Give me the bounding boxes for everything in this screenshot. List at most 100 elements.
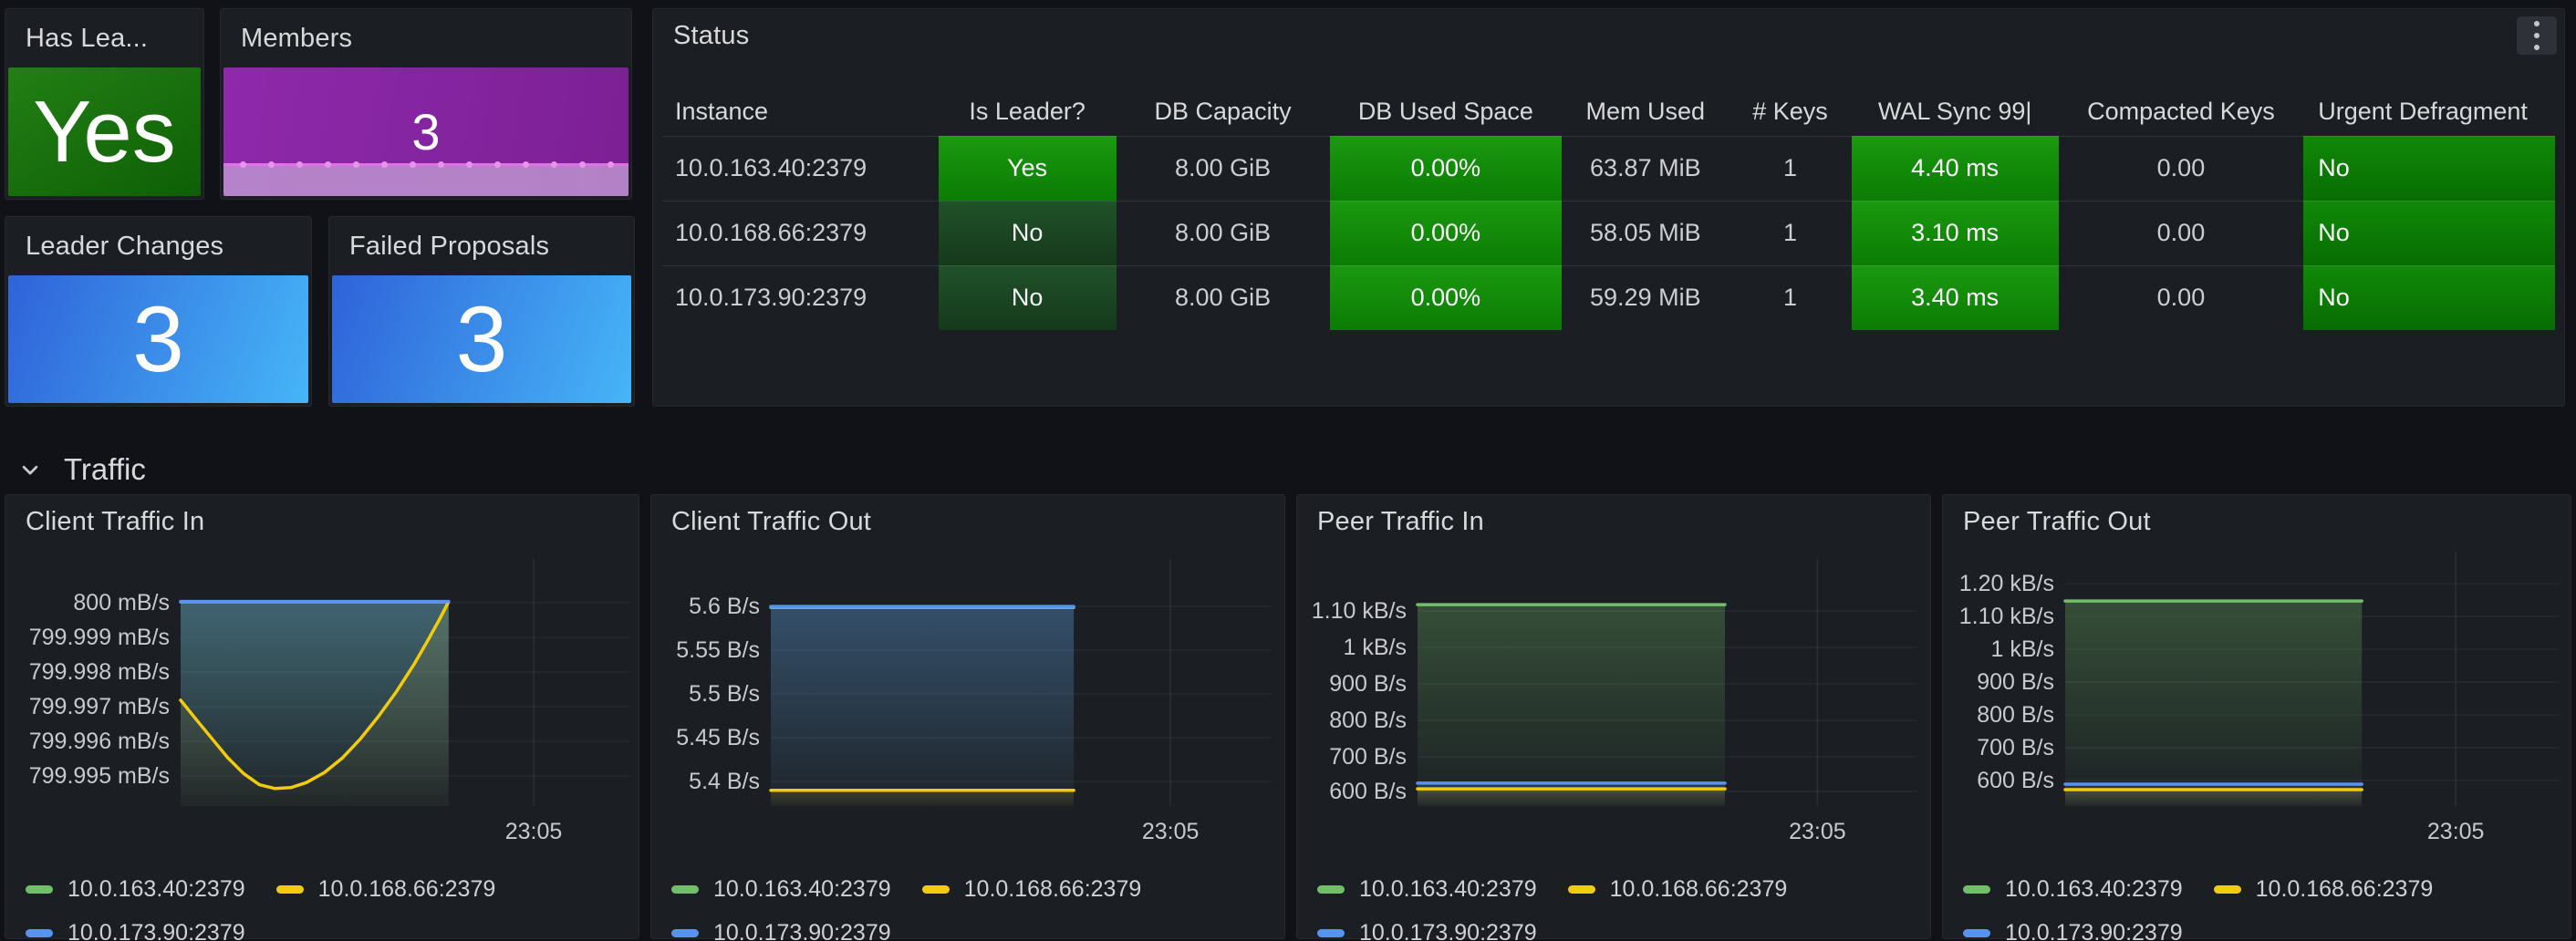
section-title: Traffic <box>64 452 146 486</box>
members-stat: 3 <box>223 67 628 196</box>
panel-title-text: Peer Traffic In <box>1317 506 1484 536</box>
panel-title-has-leader[interactable]: Has Lea... <box>5 9 203 67</box>
status-table-row: 10.0.163.40:2379 Yes 8.00 GiB 0.00% 63.87 Mi… <box>662 136 2556 201</box>
status-cell-instance: 10.0.163.40:2379 <box>675 154 867 181</box>
peer-traffic-out-plot <box>2063 553 2560 806</box>
sparkline-point <box>381 161 388 168</box>
panel-title-peer-traffic-out[interactable]: Peer Traffic Out <box>1943 495 2571 548</box>
legend-item[interactable]: 10.0.168.66:2379 <box>2213 876 2433 903</box>
legend-label: 10.0.163.40:2379 <box>2005 875 2183 902</box>
series-swatch-green <box>671 884 699 894</box>
y-axis-tick-label: 5.55 B/s <box>676 637 760 664</box>
y-axis-tick-label: 5.4 B/s <box>689 768 760 794</box>
legend-item[interactable]: 10.0.173.90:2379 <box>26 920 245 941</box>
status-table-header-row: Instance Is Leader? DB Capacity DB Used Spa… <box>662 87 2555 136</box>
status-col-header-compacted: Compacted Keys <box>2087 97 2275 125</box>
legend-item[interactable]: 10.0.168.66:2379 <box>921 875 1142 903</box>
legend-item[interactable]: 10.0.163.40:2379 <box>1317 876 1537 903</box>
status-cell-compacted: 0.00 <box>2156 284 2206 311</box>
kebab-menu-icon[interactable] <box>2517 16 2557 55</box>
status-table: Instance Is Leader? DB Capacity DB Used Spa… <box>662 87 2556 330</box>
panel-title-client-traffic-in[interactable]: Client Traffic In <box>5 495 639 548</box>
status-cell-keys: 1 <box>1783 284 1798 311</box>
members-value: 3 <box>411 102 441 160</box>
sparkline-point <box>296 161 303 168</box>
chart-legend: 10.0.163.40:2379 10.0.168.66:2379 10.0.1… <box>1317 867 1787 941</box>
status-cell-compacted: 0.00 <box>2156 219 2206 246</box>
status-cell-db_capacity: 8.00 GiB <box>1175 219 1272 246</box>
status-cell-wal_sync: 3.40 ms <box>1851 265 2059 330</box>
legend-item[interactable]: 10.0.168.66:2379 <box>1567 876 1787 903</box>
panel-title-members[interactable]: Members <box>221 9 631 67</box>
failed-proposals-value: 3 <box>455 287 508 391</box>
status-cell-keys: 1 <box>1783 219 1798 246</box>
y-axis-tick-label: 799.995 mB/s <box>28 763 170 790</box>
status-cell-db_used: 0.00% <box>1329 201 1563 265</box>
sparkline-point <box>466 161 473 168</box>
series-swatch-yellow <box>921 884 950 894</box>
legend-label: 10.0.173.90:2379 <box>2005 919 2183 941</box>
sparkline-point <box>353 161 359 168</box>
status-cell-mem_used: 63.87 MiB <box>1590 154 1701 181</box>
legend-label: 10.0.168.66:2379 <box>317 875 496 902</box>
x-axis-tick-label: 23:05 <box>2426 819 2485 844</box>
series-swatch-green <box>1317 884 1345 894</box>
series-swatch-blue <box>671 928 699 937</box>
panel-title-client-traffic-out[interactable]: Client Traffic Out <box>651 495 1284 548</box>
y-axis-tick-label: 5.5 B/s <box>689 681 760 707</box>
legend-item[interactable]: 10.0.163.40:2379 <box>671 876 891 903</box>
sparkline-point <box>268 161 275 168</box>
y-axis-tick-label: 799.997 mB/s <box>28 694 170 720</box>
y-axis-tick-label: 1.10 kB/s <box>1311 597 1407 624</box>
status-cell-db_used: 0.00% <box>1329 136 1563 201</box>
status-cell-db_used: 0.00% <box>1329 265 1563 330</box>
panel-peer-traffic-in: Peer Traffic In 1.10 kB/s 1 kB/s 900 B/s 80… <box>1296 494 1931 941</box>
series-swatch-green <box>1963 884 1990 894</box>
legend-item[interactable]: 10.0.173.90:2379 <box>1963 920 2183 941</box>
legend-item[interactable]: 10.0.173.90:2379 <box>1317 920 1537 941</box>
status-cell-urgent_defrag: No <box>2303 201 2556 265</box>
legend-label: 10.0.173.90:2379 <box>713 919 891 941</box>
legend-label: 10.0.163.40:2379 <box>1359 875 1537 902</box>
status-cell-instance: 10.0.173.90:2379 <box>675 284 867 311</box>
x-axis-tick-label: 23:05 <box>1789 819 1846 844</box>
status-col-header-instance: Instance <box>675 97 769 125</box>
sparkline-point <box>325 161 331 168</box>
status-cell-db_capacity: 8.00 GiB <box>1175 284 1272 311</box>
leader-changes-stat: 3 <box>8 275 308 403</box>
sparkline-point <box>438 161 444 168</box>
panel-has-leader: Has Lea... Yes <box>5 8 204 200</box>
panel-title-text: Peer Traffic Out <box>1963 506 2151 536</box>
y-axis-tick-label: 1.20 kB/s <box>1958 571 2054 597</box>
panel-failed-proposals: Failed Proposals 3 <box>328 216 635 407</box>
legend-item[interactable]: 10.0.163.40:2379 <box>1963 876 2183 903</box>
status-col-header-wal_sync: WAL Sync 99| <box>1877 97 2032 125</box>
y-axis-tick-label: 1 kB/s <box>1343 635 1407 661</box>
section-header-traffic[interactable]: Traffic <box>20 449 146 491</box>
legend-label: 10.0.168.66:2379 <box>963 875 1142 902</box>
y-axis-tick-label: 800 B/s <box>1977 702 2054 729</box>
panel-status: Status Instance Is Leader? DB Capacity DB U… <box>652 8 2565 407</box>
panel-title-peer-traffic-in[interactable]: Peer Traffic In <box>1297 495 1930 548</box>
panel-title-text: Failed Proposals <box>349 231 550 261</box>
series-swatch-blue <box>26 928 53 937</box>
legend-item[interactable]: 10.0.163.40:2379 <box>26 876 245 903</box>
y-axis-tick-label: 600 B/s <box>1977 767 2054 793</box>
chart-legend: 10.0.163.40:2379 10.0.168.66:2379 10.0.1… <box>26 867 495 941</box>
series-swatch-yellow <box>1567 884 1595 894</box>
status-cell-keys: 1 <box>1783 154 1798 181</box>
panel-title-status[interactable]: Status <box>653 9 2564 62</box>
panel-client-traffic-out: Client Traffic Out 5.6 B/s 5.55 B/s 5.5 B/… <box>650 494 1285 941</box>
panel-title-failed-proposals[interactable]: Failed Proposals <box>329 217 634 275</box>
y-axis-tick-label: 799.996 mB/s <box>28 728 170 754</box>
status-cell-instance: 10.0.168.66:2379 <box>675 219 867 246</box>
legend-item[interactable]: 10.0.168.66:2379 <box>275 875 496 903</box>
panel-title-leader-changes[interactable]: Leader Changes <box>5 217 311 275</box>
panel-client-traffic-in: Client Traffic In 800 mB/s 799.999 mB/s 79… <box>5 494 639 941</box>
status-table-row: 10.0.173.90:2379 No 8.00 GiB 0.00% 59.29 MiB… <box>662 265 2556 330</box>
panel-title-text: Client Traffic In <box>26 506 205 536</box>
panel-peer-traffic-out: Peer Traffic Out 1.20 kB/s 1.10 kB/s 1 kB/… <box>1942 494 2571 941</box>
legend-item[interactable]: 10.0.173.90:2379 <box>671 920 891 941</box>
status-cell-wal_sync: 4.40 ms <box>1851 136 2059 201</box>
status-col-header-keys: # Keys <box>1752 97 1828 125</box>
